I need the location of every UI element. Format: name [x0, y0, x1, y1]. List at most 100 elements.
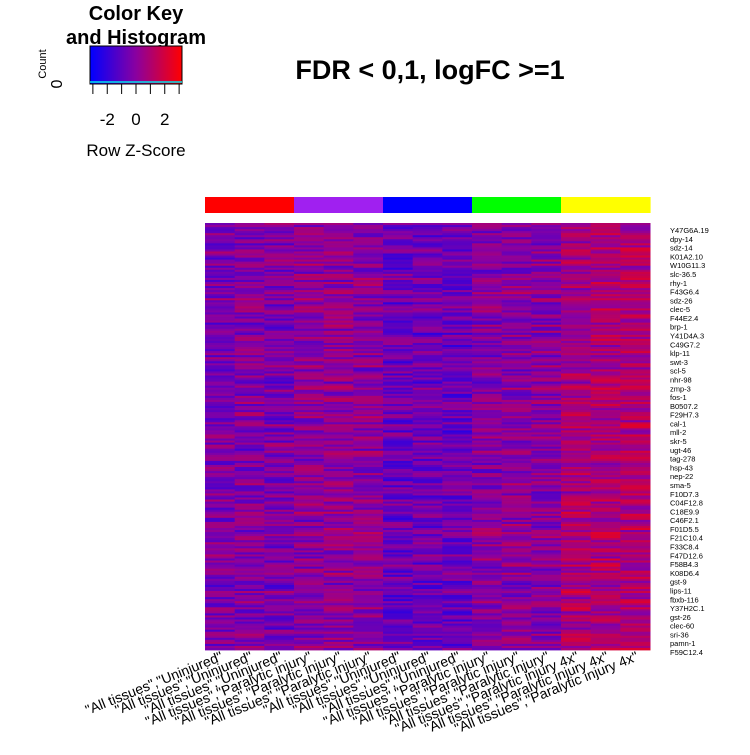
heatmap-cell [294, 418, 325, 421]
heatmap-cell [590, 410, 621, 413]
heatmap-cell [294, 643, 325, 647]
heatmap-cell [353, 442, 384, 446]
heatmap-cell [234, 359, 265, 362]
heatmap-cell [501, 631, 532, 635]
column-group-swatch [561, 197, 592, 213]
heatmap-cell [412, 532, 443, 535]
heatmap-cell [501, 401, 532, 405]
heatmap-cell [561, 406, 592, 409]
heatmap-cell [590, 584, 621, 588]
heatmap-cell [442, 310, 473, 313]
heatmap-cell [561, 491, 592, 494]
heatmap-cell [590, 300, 621, 303]
heatmap-cell [353, 501, 384, 504]
heatmap-cell [323, 261, 354, 265]
heatmap-cell [472, 491, 503, 494]
column-labels: "All tissues","Uninjured""All tissues","… [83, 648, 640, 736]
heatmap-cell [561, 308, 592, 311]
heatmap-cell [383, 519, 414, 523]
heatmap-cell [590, 408, 621, 411]
heatmap-cell [205, 635, 236, 639]
heatmap-cell [383, 469, 414, 472]
heatmap-cell [590, 491, 621, 494]
heatmap-cell [323, 284, 354, 287]
heatmap-cell [531, 420, 562, 423]
heatmap-cell [442, 631, 473, 635]
heatmap-cell [323, 548, 354, 551]
heatmap-cell [294, 399, 325, 403]
heatmap-cell [442, 517, 473, 521]
heatmap-cell [472, 304, 503, 307]
heatmap-cell [472, 353, 503, 356]
heatmap-cell [294, 422, 325, 425]
heatmap-cell [353, 471, 384, 474]
heatmap-cell [323, 257, 354, 260]
heatmap-cell [501, 383, 532, 387]
heatmap-cell [383, 322, 414, 326]
heatmap-cell [205, 342, 236, 346]
heatmap-cell [590, 361, 621, 364]
heatmap-cell [501, 284, 532, 287]
heatmap-cell [323, 572, 354, 576]
heatmap-cell [472, 591, 503, 594]
heatmap-cell [561, 324, 592, 328]
heatmap-cell [234, 601, 265, 604]
heatmap-cell [205, 330, 236, 334]
heatmap-cell [294, 479, 325, 482]
heatmap-cell [412, 633, 443, 637]
heatmap-cell [323, 633, 354, 637]
heatmap-cell [590, 347, 621, 350]
heatmap-cell [531, 558, 562, 561]
heatmap-cell [323, 391, 354, 395]
heatmap-cell [294, 336, 325, 340]
heatmap-cell [234, 284, 265, 287]
heatmap-cell [590, 265, 621, 269]
heatmap-cell [323, 247, 354, 250]
heatmap-cell [501, 641, 532, 645]
heatmap-cell [561, 513, 592, 517]
heatmap-cell [264, 442, 295, 446]
heatmap-cell [442, 334, 473, 338]
heatmap-cell [412, 336, 443, 340]
heatmap-cell [472, 432, 503, 435]
heatmap-cell [205, 322, 236, 326]
heatmap-cell [561, 365, 592, 368]
heatmap-cell [472, 292, 503, 295]
heatmap-cell [205, 408, 236, 411]
heatmap-cell [383, 460, 414, 464]
heatmap-cell [590, 528, 621, 531]
heatmap-cell [353, 314, 384, 317]
heatmap-cell [412, 542, 443, 545]
heatmap-cell [472, 430, 503, 433]
heatmap-cell [590, 530, 621, 533]
heatmap-cell [620, 552, 651, 555]
row-label: C18E9.9 [670, 507, 699, 516]
heatmap-cell [620, 310, 651, 313]
heatmap-cell [412, 367, 443, 370]
heatmap-cell [531, 593, 562, 596]
heatmap-cell [294, 615, 325, 618]
heatmap-cell [294, 595, 325, 598]
heatmap-cell [383, 491, 414, 494]
heatmap-cell [412, 462, 443, 466]
heatmap-cell [472, 589, 503, 592]
heatmap-cell [531, 528, 562, 531]
heatmap-cell [323, 586, 354, 590]
heatmap-cell [442, 255, 473, 258]
heatmap-cell [442, 507, 473, 511]
heatmap-cell [442, 432, 473, 435]
heatmap-cell [294, 294, 325, 297]
heatmap-cell [620, 318, 651, 321]
heatmap-cell [472, 580, 503, 584]
heatmap-cell [353, 639, 384, 643]
heatmap-cell [294, 607, 325, 610]
heatmap-cell [472, 422, 503, 425]
column-group-swatch [323, 197, 354, 213]
heatmap-cell [590, 444, 621, 448]
heatmap-cell [472, 517, 503, 521]
heatmap-cell [353, 306, 384, 309]
heatmap-cell [383, 440, 414, 443]
heatmap-cell [264, 613, 295, 616]
heatmap-cell [501, 440, 532, 443]
heatmap-cell [323, 631, 354, 635]
